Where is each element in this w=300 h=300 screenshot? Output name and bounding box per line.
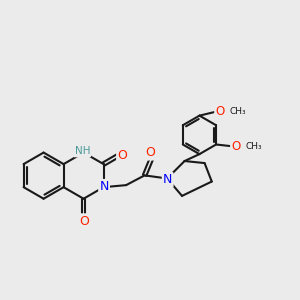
Text: O: O — [117, 149, 127, 162]
Text: CH₃: CH₃ — [245, 142, 262, 151]
Text: O: O — [215, 104, 225, 118]
Text: N: N — [99, 180, 109, 193]
Text: CH₃: CH₃ — [230, 106, 246, 116]
Text: O: O — [231, 140, 241, 153]
Text: O: O — [145, 146, 155, 159]
Text: NH: NH — [74, 146, 90, 156]
Text: O: O — [79, 214, 89, 227]
Text: N: N — [163, 173, 172, 186]
